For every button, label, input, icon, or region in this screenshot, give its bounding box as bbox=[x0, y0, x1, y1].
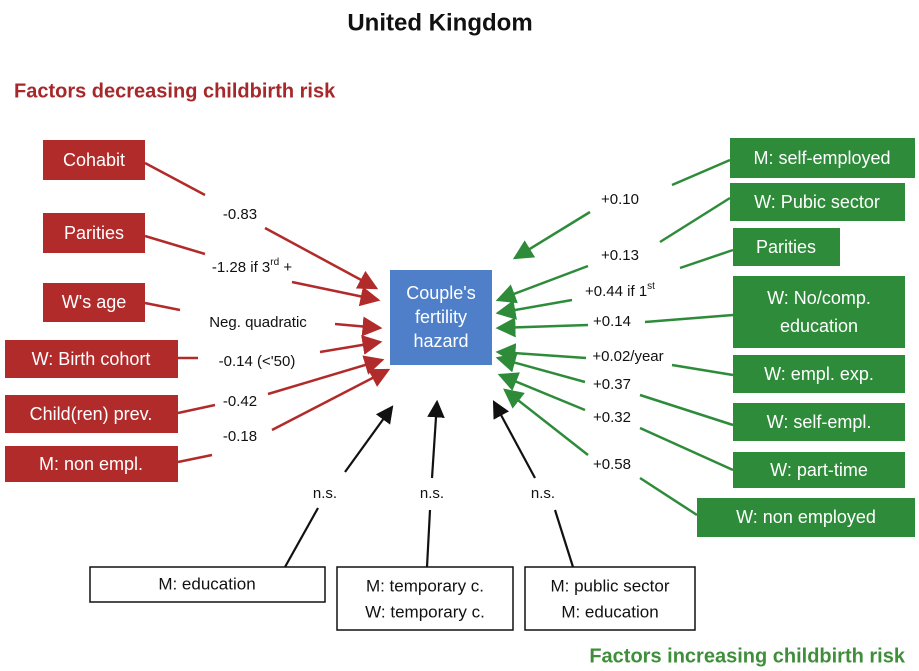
effect-label: +0.32 bbox=[593, 409, 631, 426]
factor-label: education bbox=[780, 316, 858, 336]
effect-label: Neg. quadratic bbox=[209, 314, 307, 331]
factor-label: M: education bbox=[158, 574, 255, 593]
effect-label: n.s. bbox=[313, 485, 337, 502]
factor-box bbox=[733, 452, 905, 488]
factor-label: Parities bbox=[64, 223, 124, 243]
center-text: hazard bbox=[413, 331, 468, 351]
factor-label: Cohabit bbox=[63, 150, 125, 170]
effect-sup: rd bbox=[270, 257, 279, 268]
factor-label: M: public sector bbox=[550, 576, 669, 595]
effect-label: -0.18 bbox=[223, 428, 257, 445]
factor-box bbox=[733, 228, 840, 266]
factor-box bbox=[43, 140, 145, 180]
effect-text: -1.28 if 3 bbox=[212, 259, 270, 276]
factor-box bbox=[5, 446, 178, 482]
effect-label: +0.14 bbox=[593, 313, 631, 330]
effect-label: n.s. bbox=[420, 485, 444, 502]
factor-label: Parities bbox=[756, 237, 816, 257]
effect-label: -0.14 (<'50) bbox=[219, 353, 296, 370]
factor-box bbox=[730, 183, 905, 221]
increasing-arrows bbox=[495, 158, 734, 517]
factor-box bbox=[336, 566, 514, 631]
factor-box bbox=[733, 276, 905, 348]
factor-box bbox=[5, 395, 178, 433]
factor-label: W: Birth cohort bbox=[32, 349, 151, 369]
center-box bbox=[390, 270, 492, 365]
effect-label: +0.58 bbox=[593, 456, 631, 473]
factor-box bbox=[43, 283, 145, 322]
factor-label: M: self-employed bbox=[753, 148, 890, 168]
effect-sup: st bbox=[647, 281, 655, 292]
effect-label: n.s. bbox=[531, 485, 555, 502]
factor-label: W's age bbox=[62, 292, 126, 312]
factor-label: W: Pubic sector bbox=[754, 192, 880, 212]
factor-label: M: non empl. bbox=[39, 454, 143, 474]
effect-label: -0.42 bbox=[223, 393, 257, 410]
factor-label: W: empl. exp. bbox=[764, 364, 874, 384]
effect-text: +0.44 if 1 bbox=[585, 283, 647, 300]
factor-box bbox=[733, 403, 905, 441]
factor-box bbox=[733, 355, 905, 393]
effect-label: -1.28 if 3rd + bbox=[212, 257, 292, 276]
title: United Kingdom bbox=[347, 9, 532, 36]
factor-label: Child(ren) prev. bbox=[30, 404, 153, 424]
factor-box bbox=[43, 213, 145, 253]
center-text: fertility bbox=[415, 307, 467, 327]
ns-arrows bbox=[284, 399, 575, 568]
factor-label: M: temporary c. bbox=[366, 576, 484, 595]
effect-label: +0.37 bbox=[593, 376, 631, 393]
factor-box bbox=[730, 138, 915, 178]
decreasing-heading: Factors decreasing childbirth risk bbox=[14, 80, 336, 102]
factor-label: W: temporary c. bbox=[365, 602, 485, 621]
effect-text: + bbox=[279, 259, 292, 276]
effect-label: +0.10 bbox=[601, 191, 639, 208]
decreasing-arrows bbox=[144, 161, 391, 464]
center-text: Couple's bbox=[406, 283, 475, 303]
factor-label: W: part-time bbox=[770, 460, 868, 480]
effect-label: -0.83 bbox=[223, 206, 257, 223]
increasing-heading: Factors increasing childbirth risk bbox=[589, 645, 906, 667]
factor-label: W: non employed bbox=[736, 507, 876, 527]
factor-box bbox=[89, 566, 326, 603]
effect-label: +0.13 bbox=[601, 247, 639, 264]
factor-label: M: education bbox=[561, 602, 658, 621]
factor-box bbox=[524, 566, 696, 631]
factor-box bbox=[5, 340, 178, 378]
effect-label: +0.44 if 1st bbox=[585, 281, 655, 300]
factor-label: W: No/comp. bbox=[767, 288, 871, 308]
factor-label: W: self-empl. bbox=[767, 412, 872, 432]
factor-box bbox=[697, 498, 915, 537]
effect-label: +0.02/year bbox=[592, 348, 663, 365]
